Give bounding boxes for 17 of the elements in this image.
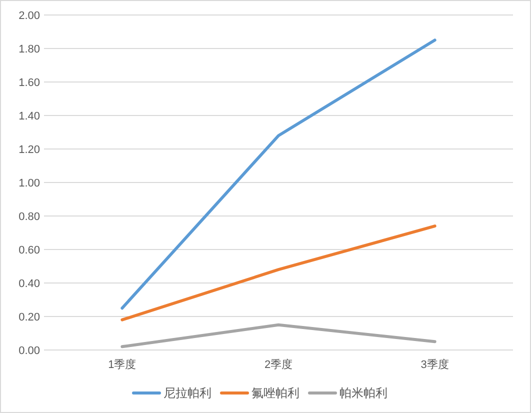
y-tick-label: 0.20 xyxy=(18,312,40,324)
legend-label: 尼拉帕利 xyxy=(164,386,212,400)
x-tick-label: 3季度 xyxy=(420,358,449,371)
y-tick-label: 0.80 xyxy=(18,211,40,223)
y-tick-label: 1.40 xyxy=(18,110,40,122)
y-tick-label: 1.20 xyxy=(18,144,40,156)
y-tick-label: 0.00 xyxy=(18,345,40,357)
legend-label: 氟唑帕利 xyxy=(252,386,300,400)
y-tick-label: 1.60 xyxy=(18,77,40,89)
y-tick-label: 0.40 xyxy=(18,278,40,290)
y-tick-label: 1.80 xyxy=(18,44,40,56)
x-tick-label: 1季度 xyxy=(108,358,136,371)
legend-label: 帕米帕利 xyxy=(340,386,388,400)
y-tick-label: 1.00 xyxy=(18,178,40,190)
y-tick-label: 2.00 xyxy=(18,10,40,22)
x-tick-label: 2季度 xyxy=(264,358,293,371)
y-tick-label: 0.60 xyxy=(18,244,40,256)
